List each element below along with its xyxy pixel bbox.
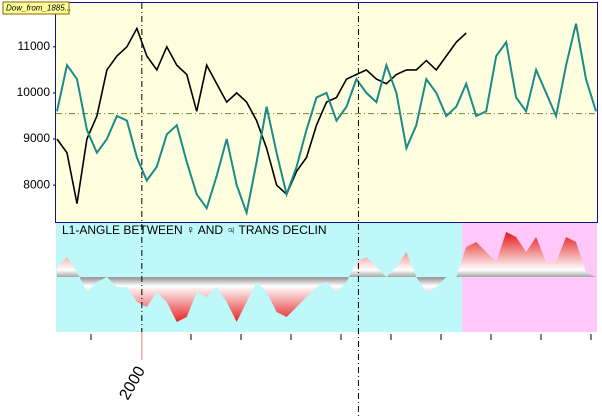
- legend-box: [2, 1, 70, 15]
- panel-title: L1-ANGLE BETWEEN ♀ AND ♃ TRANS DECLIN: [62, 223, 327, 237]
- minor-ticks: [90, 334, 592, 340]
- series-line: [56, 23, 597, 217]
- panel-background: [56, 3, 597, 222]
- y-tick-label: 8000: [23, 177, 50, 191]
- marks: [56, 3, 597, 418]
- y-tick-label: 10000: [17, 85, 51, 99]
- panel-border: [55, 2, 598, 223]
- series-area: [57, 232, 596, 322]
- legend-label: Dow_from_1885...: [6, 4, 71, 13]
- y-tick-label: 11000: [18, 39, 51, 53]
- x-tick-label: 2000: [116, 364, 149, 403]
- y-tick-label: 9000: [23, 131, 50, 145]
